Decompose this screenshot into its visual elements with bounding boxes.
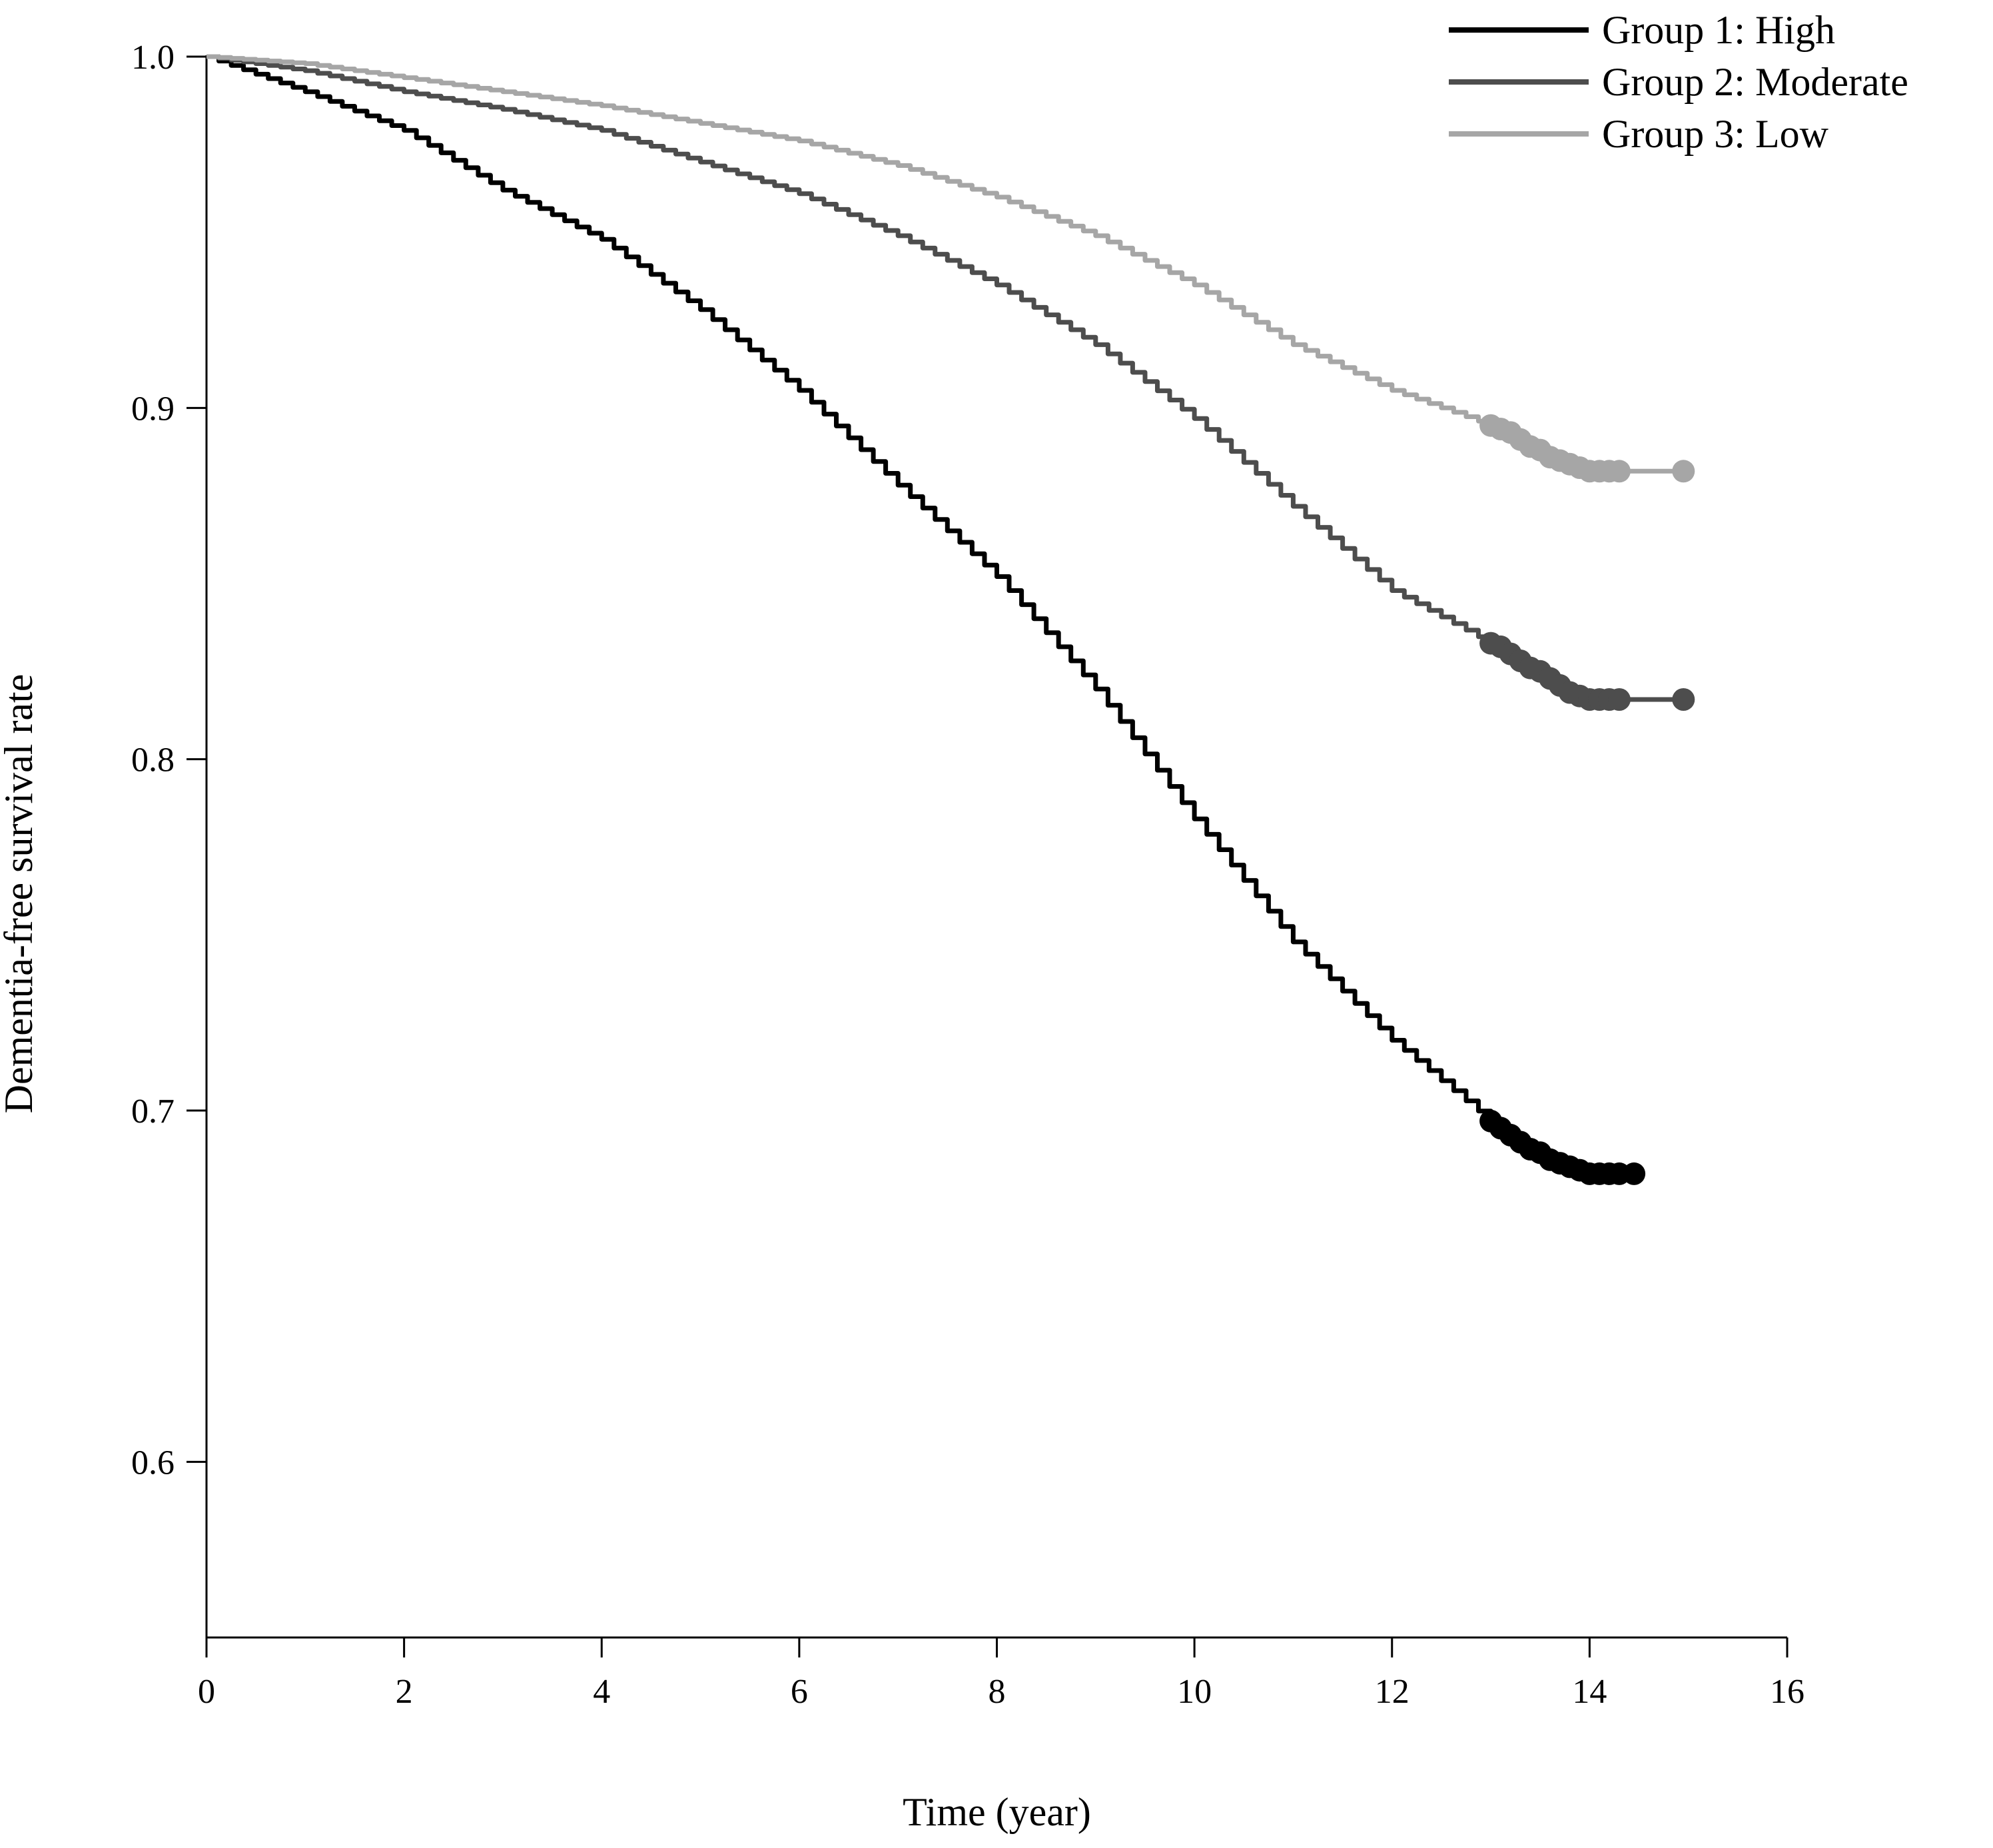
x-tick-label: 12: [1375, 1673, 1409, 1711]
series-line: [206, 54, 1689, 702]
x-tick-label: 14: [1572, 1673, 1607, 1711]
x-tick-label: 8: [989, 1673, 1006, 1711]
x-tick-label: 4: [593, 1673, 610, 1711]
legend: Group 1: High Group 2: Moderate Group 3: L…: [1449, 8, 1908, 156]
x-tick-label: 2: [396, 1673, 413, 1711]
censor-point: [1623, 1162, 1646, 1185]
series-line: [206, 54, 1689, 474]
series-layer: [206, 54, 1695, 1185]
y-tick-label: 0.8: [131, 741, 175, 779]
x-tick-label: 6: [791, 1673, 808, 1711]
censor-point: [1607, 688, 1631, 711]
x-tick-label: 16: [1770, 1673, 1804, 1711]
y-tick-label: 0.6: [131, 1444, 175, 1482]
censor-point: [1672, 460, 1695, 483]
y-ticks: 0.6 0.7 0.8 0.9 1.0: [131, 39, 206, 1482]
censor-point: [1607, 460, 1631, 483]
series-group: [206, 54, 1695, 483]
x-ticks: 0 2 4 6 8 10 12 14 16: [198, 1637, 1804, 1711]
series-line: [206, 54, 1639, 1176]
y-tick-label: 0.7: [131, 1093, 175, 1131]
series-group: [206, 54, 1646, 1185]
legend-label: Group 3: Low: [1602, 112, 1829, 156]
legend-label: Group 1: High: [1602, 8, 1835, 52]
x-tick-label: 10: [1177, 1673, 1212, 1711]
axes: 0 2 4 6 8 10 12 14 16 0.6 0.7 0.8 0.9 1.0: [131, 39, 1804, 1711]
y-tick-label: 1.0: [131, 39, 175, 77]
y-tick-label: 0.9: [131, 390, 175, 428]
legend-label: Group 2: Moderate: [1602, 60, 1908, 104]
censor-point: [1672, 688, 1695, 711]
y-axis-label: Dementia-free survival rate: [0, 674, 41, 1114]
x-axis-label: Time (year): [903, 1790, 1091, 1834]
x-tick-label: 0: [198, 1673, 215, 1711]
series-group: [206, 54, 1695, 711]
